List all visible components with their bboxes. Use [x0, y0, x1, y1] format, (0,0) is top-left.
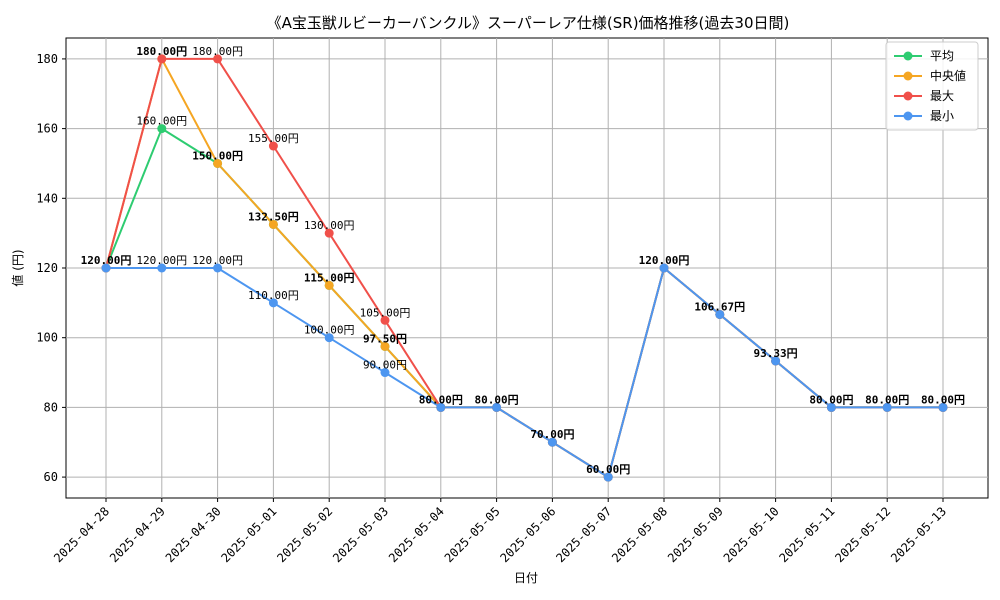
x-axis-label: 日付 — [514, 571, 538, 585]
data-label: 105.00円 — [360, 306, 411, 319]
data-label: 93.33円 — [754, 347, 798, 360]
series-point-2 — [213, 54, 223, 64]
x-tick-label: 2025-05-03 — [330, 504, 391, 565]
y-axis-label: 値 (円) — [10, 249, 25, 286]
series-point-3 — [268, 298, 278, 308]
x-tick-label: 2025-04-28 — [51, 504, 112, 565]
series-point-2 — [268, 141, 278, 151]
x-tick-label: 2025-05-01 — [219, 504, 280, 565]
series-point-2 — [380, 315, 390, 325]
legend-label: 平均 — [930, 49, 954, 63]
data-label: 120.00円 — [639, 254, 690, 267]
x-tick-label: 2025-05-13 — [888, 504, 949, 565]
data-label: 130.00円 — [304, 219, 355, 232]
data-label: 120.00円 — [81, 254, 132, 267]
grid-lines — [66, 38, 988, 498]
legend-swatch-marker — [903, 71, 913, 81]
data-label: 80.00円 — [809, 393, 853, 406]
legend-label: 最小 — [930, 109, 954, 123]
y-tick-label: 80 — [44, 400, 58, 414]
series-point-0 — [157, 124, 167, 134]
data-label: 106.67円 — [694, 300, 745, 313]
series-point-3 — [101, 263, 111, 273]
data-label: 100.00円 — [304, 324, 355, 337]
data-label: 110.00円 — [248, 289, 299, 302]
data-label: 180.00円 — [136, 45, 187, 58]
data-label: 97.50円 — [363, 332, 407, 345]
y-axis-ticks: 60 80 100 120 140 160 180 — [36, 52, 66, 484]
data-labels: 120.00円 180.00円 160.00円 120.00円 180.00円 150.0… — [81, 45, 965, 476]
data-label: 180.00円 — [192, 45, 243, 58]
x-tick-label: 2025-05-02 — [274, 504, 335, 565]
data-label: 115.00円 — [304, 271, 355, 284]
y-tick-label: 180 — [36, 52, 58, 66]
legend-label: 中央値 — [930, 68, 966, 83]
data-label: 70.00円 — [530, 428, 574, 441]
data-label: 120.00円 — [136, 254, 187, 267]
series-point-3 — [938, 402, 948, 412]
series-point-3 — [380, 368, 390, 378]
series-point-3 — [547, 437, 557, 447]
series-point-3 — [826, 402, 836, 412]
y-tick-label: 120 — [36, 261, 58, 275]
series-point-3 — [882, 402, 892, 412]
series-point-1 — [268, 219, 278, 229]
series-point-3 — [492, 402, 502, 412]
data-label: 80.00円 — [865, 393, 909, 406]
x-tick-label: 2025-05-06 — [498, 504, 559, 565]
series-point-1 — [324, 280, 334, 290]
x-tick-label: 2025-05-11 — [777, 504, 838, 565]
data-label: 80.00円 — [475, 393, 519, 406]
data-label: 155.00円 — [248, 132, 299, 145]
data-label: 132.50円 — [248, 210, 299, 223]
series-lines — [105, 57, 943, 479]
data-label: 80.00円 — [921, 393, 965, 406]
legend-label: 最大 — [930, 89, 954, 103]
x-tick-label: 2025-05-12 — [832, 504, 893, 565]
series-point-3 — [659, 263, 669, 273]
y-tick-label: 100 — [36, 331, 58, 345]
legend-box — [885, 41, 979, 131]
x-tick-label: 2025-05-08 — [609, 504, 670, 565]
x-tick-label: 2025-05-10 — [721, 504, 782, 565]
series-point-3 — [213, 263, 223, 273]
legend-swatch-marker — [903, 91, 913, 101]
series-point-2 — [324, 228, 334, 238]
x-tick-label: 2025-04-30 — [163, 504, 224, 565]
series-line-3 — [106, 267, 943, 479]
data-label: 90.00円 — [363, 359, 407, 372]
x-tick-label: 2025-05-07 — [553, 504, 614, 565]
series-point-2 — [157, 54, 167, 64]
series-point-3 — [771, 356, 781, 366]
legend-swatch-marker — [903, 111, 913, 121]
data-label: 160.00円 — [136, 115, 187, 128]
x-tick-label: 2025-05-04 — [386, 504, 447, 565]
y-tick-label: 160 — [36, 122, 58, 136]
series-point-1 — [380, 341, 390, 351]
series-point-3 — [324, 333, 334, 343]
series-point-1 — [213, 158, 223, 168]
legend-swatch-marker — [903, 51, 913, 61]
series-point-3 — [157, 263, 167, 273]
data-label: 60.00円 — [586, 463, 630, 476]
x-tick-label: 2025-04-29 — [107, 504, 168, 565]
y-tick-label: 140 — [36, 191, 58, 205]
y-tick-label: 60 — [44, 470, 58, 484]
x-axis-ticks: 2025-04-282025-04-292025-04-302025-05-01… — [51, 498, 949, 565]
data-label: 120.00円 — [192, 254, 243, 267]
series-point-3 — [603, 472, 613, 482]
data-label: 150.00円 — [192, 149, 243, 162]
data-label: 80.00円 — [419, 393, 463, 406]
x-tick-label: 2025-05-05 — [442, 504, 503, 565]
series-point-3 — [715, 309, 725, 319]
series-points — [101, 54, 948, 482]
x-tick-label: 2025-05-09 — [665, 504, 726, 565]
series-point-3 — [436, 402, 446, 412]
chart-title: 《A宝玉獣ルビーカーバンクル》スーパーレア仕様(SR)価格推移(過去30日間) — [267, 14, 790, 32]
